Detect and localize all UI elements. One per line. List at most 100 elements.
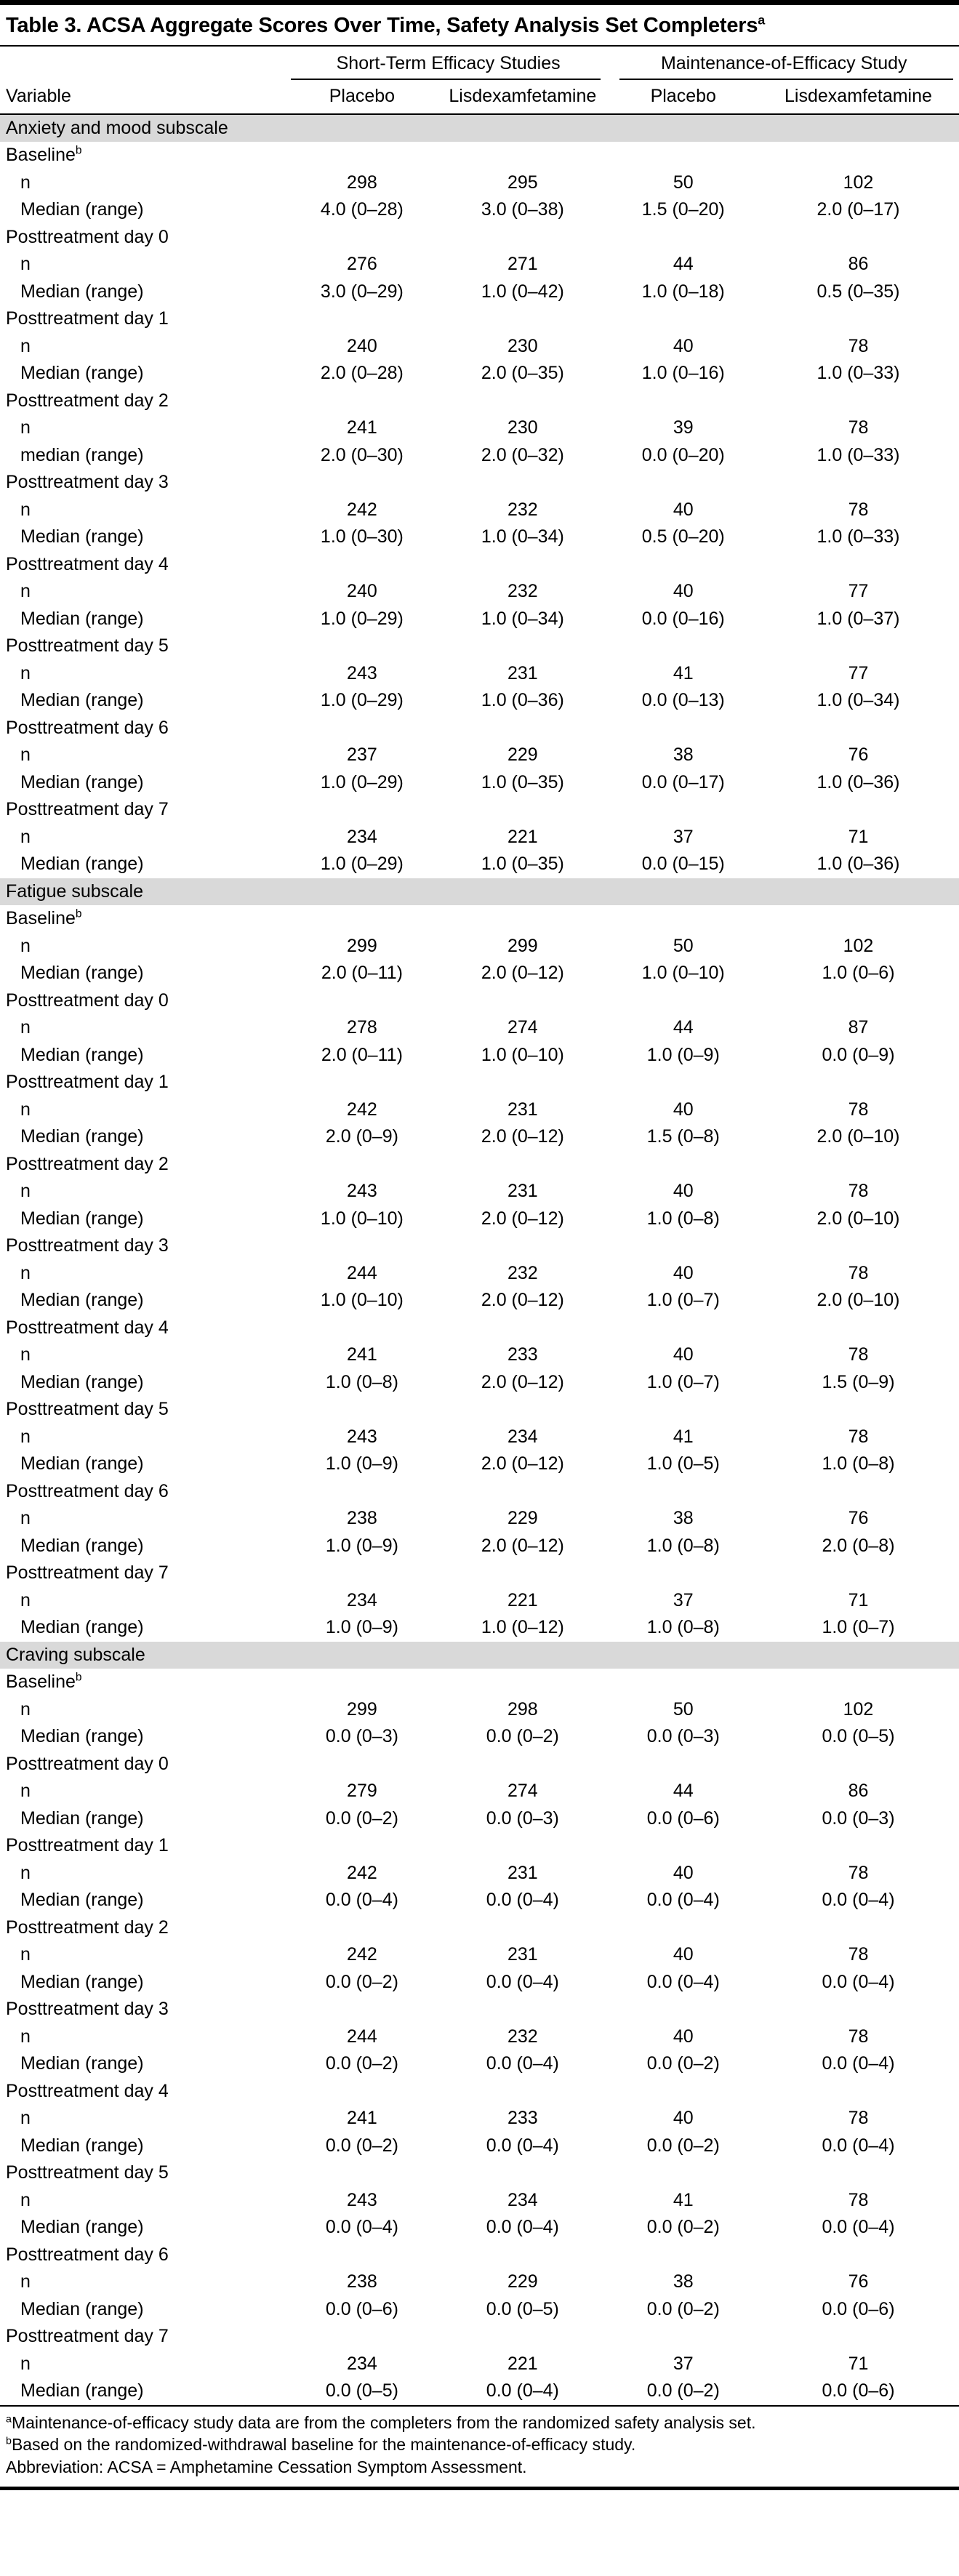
cell-value: 2.0 (0–28)	[320, 363, 404, 383]
cell-value: 1.0 (0–8)	[646, 1208, 720, 1229]
cell-value: 1.0 (0–34)	[481, 526, 564, 547]
cell-value: 76	[848, 1508, 869, 1528]
median-range-row: Median (range) 2.0 (0–11) 1.0 (0–10) 1.0 (0…	[0, 1042, 959, 1070]
column-group-maintenance: Maintenance-of-Efficacy Study	[609, 47, 959, 80]
cell-value: 86	[848, 254, 869, 274]
timepoint-label: Posttreatment day 5	[6, 1399, 169, 1419]
timepoint-label: Posttreatment day 3	[6, 1999, 169, 2019]
cell-value: 71	[848, 2353, 869, 2374]
n-row: n 243 234 41 78	[0, 1424, 959, 1451]
cell-value: 299	[507, 935, 538, 956]
cell-value: 41	[673, 2189, 694, 2210]
timepoint-row-baseline: Baselineb	[0, 905, 959, 933]
cell-value: 240	[347, 581, 377, 601]
n-label: n	[20, 417, 31, 438]
cell-value: 78	[848, 417, 869, 438]
column-group-row: Short-Term Efficacy Studies Maintenance-…	[0, 47, 959, 80]
n-label: n	[20, 499, 31, 520]
median-range-label: Median (range)	[20, 526, 144, 547]
timepoint-label: Posttreatment day 4	[6, 1317, 169, 1338]
n-row: n 242 231 40 78	[0, 1860, 959, 1887]
n-row: n 242 232 40 78	[0, 497, 959, 524]
cell-value: 279	[347, 1781, 377, 1801]
cell-value: 1.0 (0–33)	[816, 444, 900, 465]
cell-value: 0.0 (0–5)	[822, 1726, 895, 1746]
cell-value: 40	[673, 1862, 694, 1883]
cell-value: 1.0 (0–30)	[320, 526, 404, 547]
n-label: n	[20, 1262, 31, 1283]
cell-value: 4.0 (0–28)	[320, 199, 404, 220]
cell-value: 2.0 (0–30)	[320, 444, 404, 465]
median-range-row: Median (range) 1.0 (0–9) 2.0 (0–12) 1.0 (0–…	[0, 1533, 959, 1560]
cell-value: 0.0 (0–17)	[641, 771, 725, 793]
cell-value: 0.0 (0–2)	[325, 1807, 398, 1829]
footnote-marker: a	[6, 2412, 12, 2425]
cell-value: 1.0 (0–18)	[641, 281, 725, 302]
timepoint-label: Posttreatment day 0	[6, 990, 169, 1011]
cell-value: 0.0 (0–2)	[646, 2135, 720, 2156]
table-title: Table 3. ACSA Aggregate Scores Over Time…	[0, 5, 959, 47]
timepoint-label: Posttreatment day 1	[6, 308, 169, 329]
cell-value: 0.0 (0–4)	[486, 2380, 559, 2401]
cell-value: 231	[507, 1944, 538, 1965]
cell-value: 37	[673, 1589, 694, 1610]
column-group-short-term: Short-Term Efficacy Studies	[288, 47, 609, 80]
n-row: n 234 221 37 71	[0, 1587, 959, 1615]
cell-value: 243	[347, 2189, 377, 2210]
cell-value: 221	[507, 826, 538, 847]
median-range-label: Median (range)	[20, 2380, 144, 2401]
cell-value: 0.0 (0–2)	[325, 2053, 398, 2074]
cell-value: 0.0 (0–4)	[486, 2217, 559, 2237]
cell-value: 238	[347, 2271, 377, 2292]
cell-value: 2.0 (0–8)	[822, 1535, 895, 1556]
cell-value: 76	[848, 2271, 869, 2292]
timepoint-label: Baselineb	[6, 1671, 82, 1692]
table-title-text: Table 3. ACSA Aggregate Scores Over Time…	[6, 14, 758, 37]
journal-table-page: Table 3. ACSA Aggregate Scores Over Time…	[0, 0, 959, 2490]
cell-value: 274	[507, 1781, 538, 1801]
median-range-row: Median (range) 2.0 (0–11) 2.0 (0–12) 1.0 (0…	[0, 960, 959, 987]
footnote-marker: b	[75, 144, 82, 157]
cell-value: 231	[507, 1862, 538, 1883]
n-label: n	[20, 1862, 31, 1883]
cell-value: 40	[673, 1344, 694, 1365]
cell-value: 232	[507, 1262, 538, 1283]
n-label: n	[20, 172, 31, 193]
cell-value: 0.5 (0–35)	[816, 281, 900, 302]
cell-value: 0.0 (0–4)	[646, 1971, 720, 1992]
column-header-variable: Variable	[0, 79, 288, 115]
n-row: n 244 232 40 78	[0, 1260, 959, 1288]
cell-value: 295	[507, 172, 538, 193]
cell-value: 0.0 (0–6)	[325, 2298, 398, 2319]
cell-value: 78	[848, 499, 869, 520]
n-row: n 241 233 40 78	[0, 2105, 959, 2132]
cell-value: 0.0 (0–2)	[325, 1971, 398, 1992]
cell-value: 41	[673, 1426, 694, 1447]
timepoint-row-posttreatment-day-7: Posttreatment day 7	[0, 796, 959, 824]
n-row: n 238 229 38 76	[0, 1505, 959, 1533]
table-head: Short-Term Efficacy Studies Maintenance-…	[0, 47, 959, 115]
cell-value: 2.0 (0–35)	[481, 363, 564, 383]
n-label: n	[20, 2271, 31, 2292]
timepoint-label: Baselineb	[6, 144, 82, 165]
cell-value: 231	[507, 1099, 538, 1120]
n-row: n 298 295 50 102	[0, 169, 959, 197]
n-label: n	[20, 2189, 31, 2210]
cell-value: 278	[347, 1017, 377, 1038]
cell-value: 221	[507, 1589, 538, 1610]
cell-value: 0.0 (0–5)	[486, 2298, 559, 2319]
cell-value: 38	[673, 745, 694, 765]
cell-value: 102	[843, 172, 874, 193]
median-range-row: Median (range) 1.0 (0–29) 1.0 (0–35) 0.0 (0…	[0, 851, 959, 878]
cell-value: 0.0 (0–9)	[822, 1044, 895, 1065]
cell-value: 242	[347, 1862, 377, 1883]
cell-value: 2.0 (0–12)	[481, 1208, 564, 1229]
cell-value: 233	[507, 1344, 538, 1365]
cell-value: 1.0 (0–8)	[325, 1371, 398, 1392]
cell-value: 1.0 (0–36)	[481, 690, 564, 710]
column-header-lisdexamfetamine-maintenance: Lisdexamfetamine	[757, 79, 959, 115]
timepoint-label: Posttreatment day 7	[6, 2326, 169, 2346]
cell-value: 244	[347, 2026, 377, 2047]
cell-value: 40	[673, 499, 694, 520]
timepoint-row-posttreatment-day-7: Posttreatment day 7	[0, 2323, 959, 2351]
